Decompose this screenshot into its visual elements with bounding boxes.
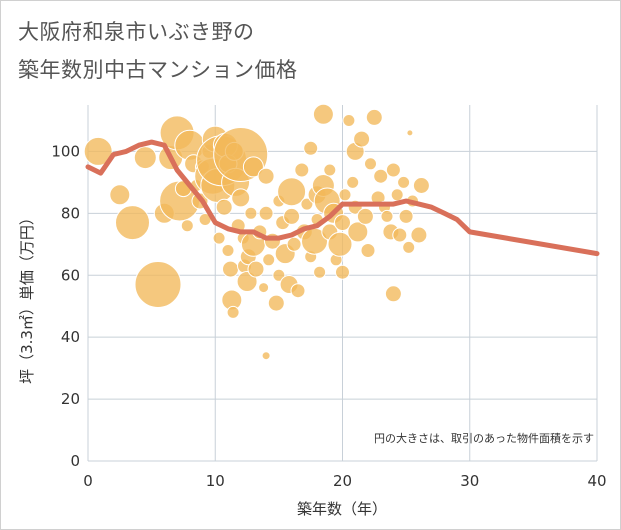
x-tick-label: 30: [460, 472, 479, 490]
bubble-point: [323, 163, 337, 177]
bubble-point: [134, 261, 182, 308]
bubble-point: [115, 205, 150, 241]
bubble-point: [398, 208, 414, 224]
y-tick-label: 80: [61, 204, 80, 222]
bubble-point: [258, 282, 270, 294]
bubble-point: [300, 197, 314, 211]
bubble-point: [365, 108, 383, 126]
bubble-point: [364, 157, 377, 171]
bubble-point: [303, 140, 319, 156]
bubble-point: [133, 146, 157, 170]
chart-title-line1: 大阪府和泉市いぶき野の: [18, 20, 255, 44]
bubble-point: [353, 130, 371, 148]
bubble-point: [212, 231, 226, 245]
bubble-point: [410, 226, 428, 244]
bubble-point: [109, 184, 131, 206]
x-tick-label: 20: [333, 472, 352, 490]
bubble-point: [412, 177, 430, 194]
bubble-point: [180, 219, 194, 233]
bubble-point: [385, 162, 401, 178]
x-tick-label: 40: [587, 472, 606, 490]
bubble-point: [406, 129, 414, 137]
bubble-point: [242, 156, 264, 178]
bubble-point: [221, 244, 235, 257]
bubble-point: [346, 175, 360, 189]
bubble-point: [335, 264, 350, 280]
y-tick-label: 40: [61, 328, 80, 346]
x-axis-title: 築年数（年）: [297, 500, 387, 518]
y-tick-label: 0: [70, 452, 80, 470]
bubble-point: [261, 351, 271, 361]
y-tick-label: 20: [61, 390, 80, 408]
bubble-point: [272, 268, 286, 282]
bubble-point: [83, 136, 113, 166]
bubble-point: [257, 167, 275, 185]
bubble-point: [390, 188, 404, 202]
average-price-line: [85, 139, 600, 257]
bubble-point: [267, 294, 285, 312]
bubble-point: [334, 214, 351, 232]
bubble-point: [384, 285, 402, 303]
bubble-point: [226, 305, 240, 319]
bubble-point: [347, 221, 369, 243]
bubble-point: [247, 260, 265, 278]
bubble-point: [222, 260, 239, 278]
bubble-point: [356, 207, 374, 225]
bubble-point: [290, 283, 306, 299]
y-tick-label: 60: [61, 266, 80, 284]
bubble-point: [360, 243, 376, 258]
bubble-point: [392, 227, 408, 243]
bubble-point: [231, 188, 251, 208]
x-tick-label: 10: [206, 472, 225, 490]
y-tick-label: 100: [51, 142, 80, 160]
bubble-point: [294, 162, 310, 178]
bubble-size-note: 円の大きさは、取引のあった物件面積を示す: [374, 431, 594, 445]
bubble-point: [380, 209, 394, 223]
bubble-point: [313, 265, 327, 279]
bubble-point: [373, 168, 389, 184]
bubble-point: [312, 103, 334, 125]
bubble-point: [277, 177, 307, 207]
bubble-point: [286, 236, 302, 252]
grid-lines: [87, 105, 598, 462]
trend-line-layer: [85, 139, 600, 257]
bubbles-layer: [83, 103, 430, 361]
bubble-point: [258, 205, 274, 221]
bubble-point: [342, 114, 356, 127]
bubble-point: [215, 198, 233, 216]
bubble-point: [338, 188, 352, 202]
bubble-point: [327, 231, 353, 257]
chart-title-line2: 築年数別中古マンション価格: [18, 58, 298, 82]
bubble-point: [402, 240, 416, 254]
x-tick-label: 0: [83, 472, 93, 490]
bubble-point: [262, 253, 276, 267]
bubble-point: [244, 206, 258, 220]
y-axis-title: 坪（3.3㎡）単価（万円）: [18, 210, 36, 384]
tick-labels: 0 10 20 30 40 0 20 40 60 80 100: [51, 142, 606, 490]
bubble-point: [283, 207, 301, 225]
bubble-point: [397, 175, 411, 189]
